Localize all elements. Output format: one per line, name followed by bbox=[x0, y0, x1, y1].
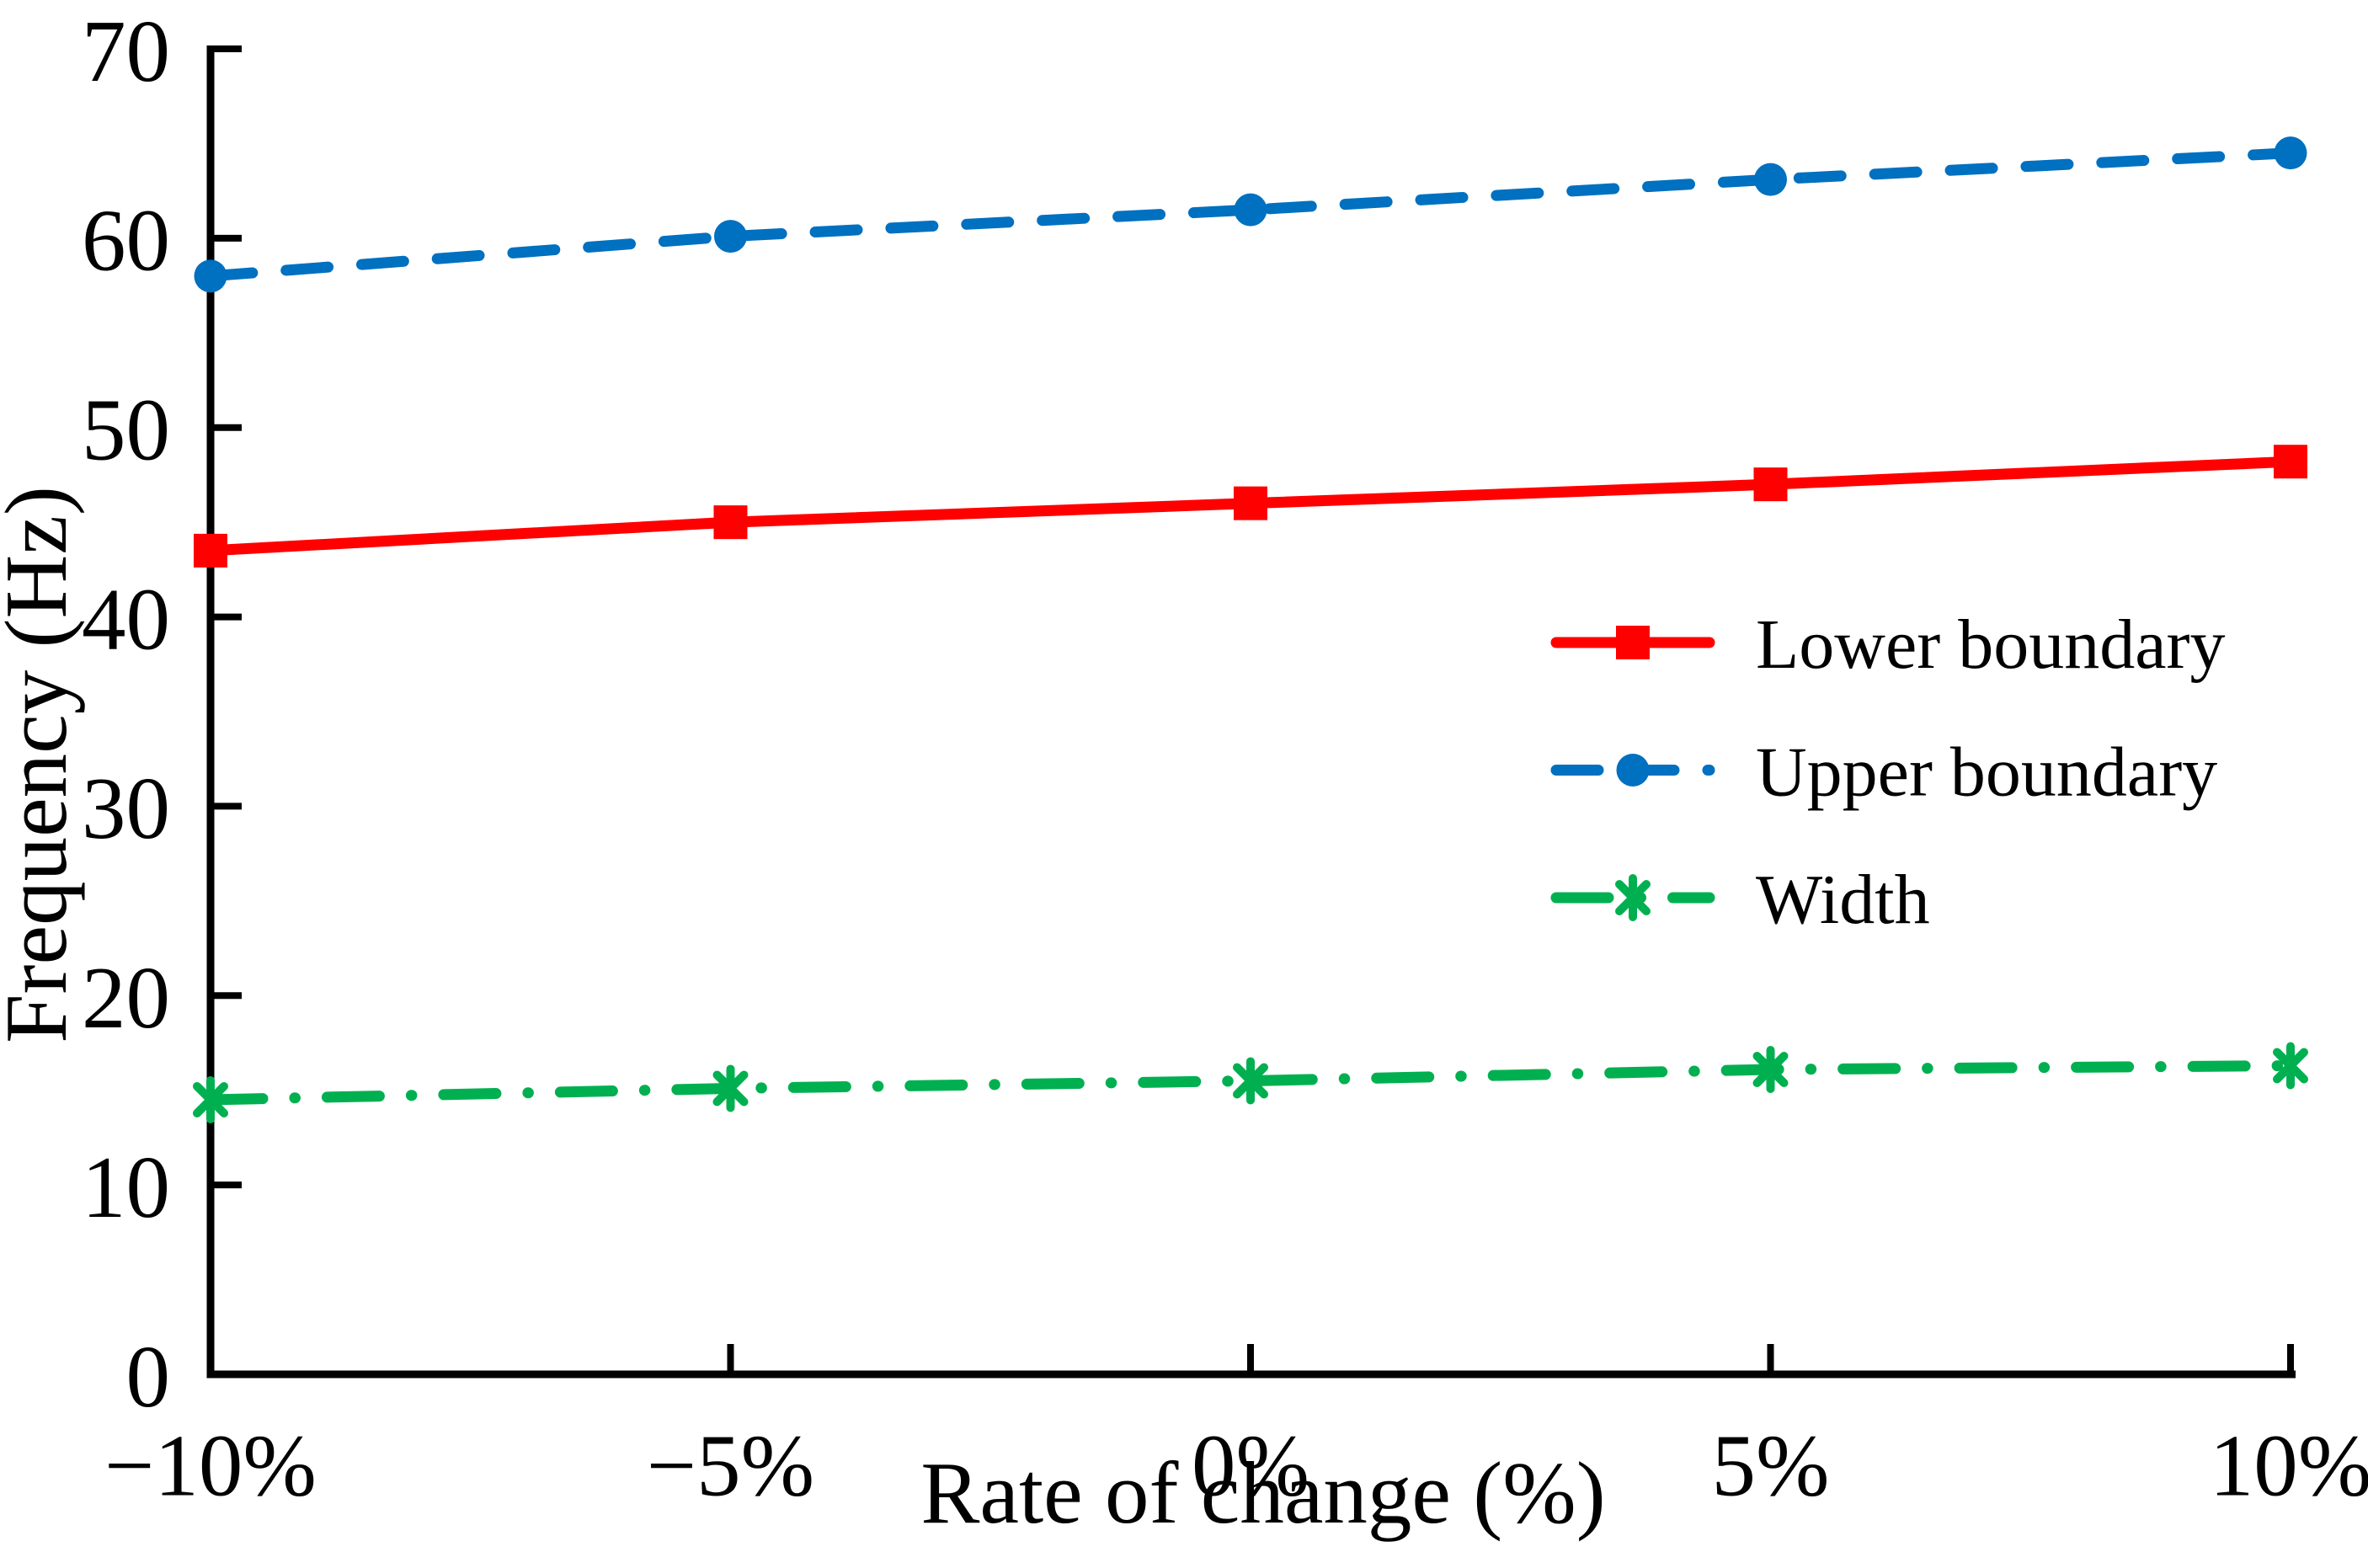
data-point-marker bbox=[1752, 1045, 1789, 1093]
x-axis-title: Rate of change (%) bbox=[920, 1443, 1605, 1542]
y-tick-label: 0 bbox=[126, 1327, 171, 1426]
y-tick-label: 60 bbox=[82, 191, 170, 290]
asterisk-spoke bbox=[2273, 1048, 2308, 1084]
legend-item-width: Width bbox=[1550, 861, 1930, 939]
axes-layer bbox=[206, 45, 2296, 1379]
data-point-marker bbox=[713, 505, 748, 540]
x-tick-label: 10% bbox=[2210, 1416, 2368, 1515]
y-tick-label: 40 bbox=[82, 569, 170, 668]
series-width-line bbox=[205, 1059, 2296, 1106]
y-tick-label: 30 bbox=[82, 759, 170, 857]
data-point-marker bbox=[1233, 1057, 1268, 1105]
data-point-marker bbox=[1234, 486, 1267, 520]
x-tick-label: 0% bbox=[1192, 1416, 1309, 1515]
tick-label-layer: 0 10 20 30 40 50 60 70 −10% −5% 0% 5% 10% bbox=[82, 2, 2368, 1515]
y-tick-label: 10 bbox=[82, 1138, 170, 1236]
legend-swatch-marker bbox=[1616, 754, 1650, 787]
legend-label: Upper boundary bbox=[1756, 733, 2217, 812]
asterisk-spoke bbox=[193, 1081, 228, 1117]
legend-swatch-marker bbox=[1616, 626, 1650, 659]
legend-label: Lower boundary bbox=[1756, 605, 2225, 684]
data-point-marker bbox=[1754, 163, 1787, 196]
data-point-marker bbox=[714, 220, 747, 253]
data-point-marker bbox=[1753, 467, 1788, 502]
legend-item-upper-boundary: Upper boundary bbox=[1550, 733, 2217, 812]
y-axis-title: Frequency (Hz) bbox=[0, 486, 85, 1043]
data-point-marker bbox=[2274, 445, 2307, 479]
asterisk-spoke bbox=[1233, 1063, 1268, 1099]
y-tick-label: 50 bbox=[82, 381, 170, 479]
legend: Lower boundary Upper boundary Width bbox=[1550, 605, 2225, 939]
legend-swatch-marker bbox=[1615, 874, 1651, 921]
series-upper-boundary-line bbox=[205, 147, 2296, 282]
y-tick-label: 20 bbox=[82, 948, 170, 1047]
data-point-marker bbox=[2273, 1042, 2308, 1090]
x-tick-label: −10% bbox=[104, 1416, 317, 1515]
x-tick-label: −5% bbox=[647, 1416, 814, 1515]
data-point-marker bbox=[2274, 136, 2307, 170]
asterisk-spoke bbox=[1752, 1051, 1789, 1087]
asterisk-spoke bbox=[712, 1070, 749, 1107]
x-tick-label: 5% bbox=[1712, 1416, 1830, 1515]
data-point-marker bbox=[194, 533, 227, 568]
y-tick-label: 70 bbox=[82, 2, 170, 100]
series-upper-boundary bbox=[194, 136, 2307, 293]
legend-label: Width bbox=[1756, 861, 1930, 939]
data-point-marker bbox=[712, 1064, 749, 1112]
data-point-marker bbox=[1234, 193, 1267, 227]
data-point-marker bbox=[194, 259, 227, 293]
series-layer bbox=[193, 136, 2308, 1123]
series-width bbox=[193, 1042, 2308, 1123]
series-lower-boundary bbox=[194, 445, 2307, 568]
asterisk-spoke bbox=[1615, 880, 1651, 915]
legend-item-lower-boundary: Lower boundary bbox=[1550, 605, 2225, 684]
data-point-marker bbox=[193, 1075, 228, 1123]
